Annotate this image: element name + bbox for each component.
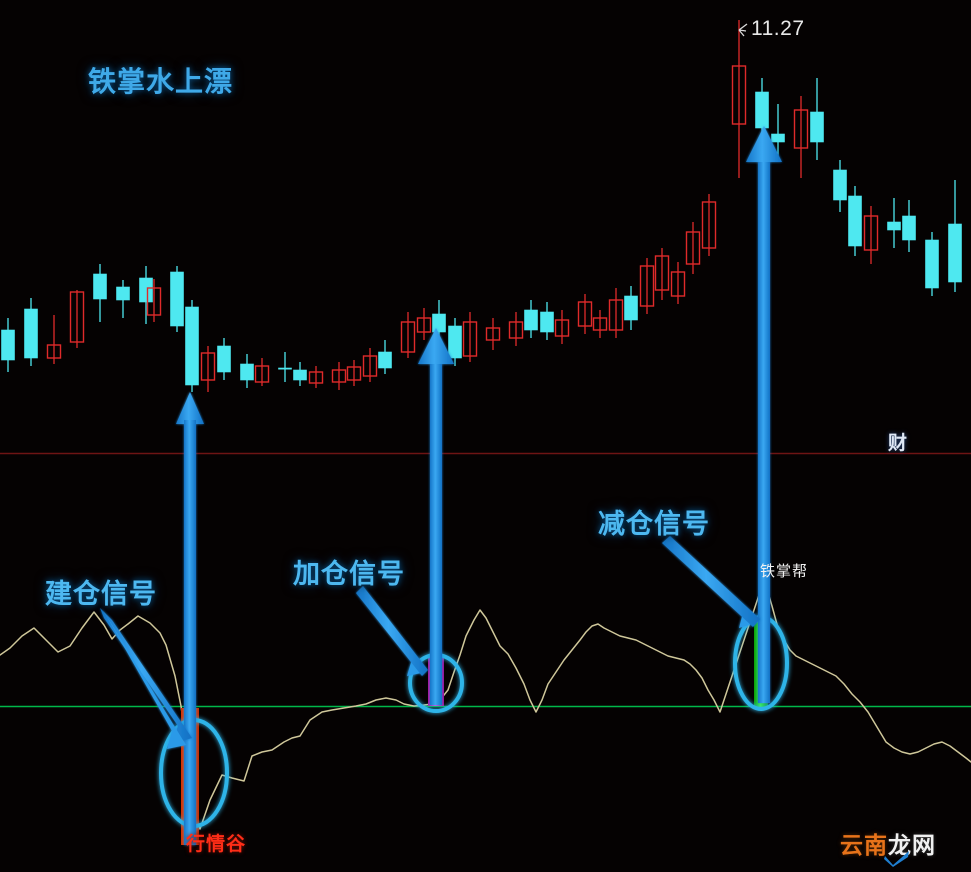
candle-body	[863, 215, 879, 251]
entry-arrow-top-head	[746, 126, 782, 162]
candle-body	[670, 271, 686, 297]
candle-body	[925, 239, 939, 289]
candle-body	[1, 329, 15, 361]
candle-body	[378, 351, 392, 369]
candle-body	[540, 311, 554, 333]
candle-body	[200, 352, 216, 381]
candle-body	[139, 277, 153, 303]
candle-body	[624, 295, 638, 321]
candle-body	[362, 355, 378, 377]
entry-arrow-top-shaft	[758, 158, 770, 703]
annotation-build-signal: 建仓信号	[45, 579, 157, 609]
candle-body	[554, 319, 570, 337]
candle-body	[793, 109, 809, 149]
candle-body	[577, 301, 593, 327]
candle-body	[485, 327, 501, 341]
candle-body	[217, 345, 231, 373]
candle-body	[46, 344, 62, 359]
brand-tag-label: 铁掌帮	[760, 563, 809, 580]
candle-body	[448, 325, 462, 359]
pointer-arrow-build-head	[103, 610, 186, 749]
candle-body	[69, 291, 85, 343]
candle-body	[771, 133, 785, 143]
entry-arrow-build-body	[184, 420, 196, 845]
cai-watermark-label: 财	[888, 433, 908, 454]
pointer-arrow-add-shaft	[356, 586, 428, 676]
entry-arrow-add-head	[418, 328, 454, 364]
candle-body	[462, 321, 478, 357]
entry-arrows	[176, 126, 782, 845]
site-watermark: 云南龙网	[840, 826, 936, 860]
candle-body	[400, 321, 416, 353]
annotation-add-signal: 加仓信号	[293, 559, 405, 589]
candle-body	[592, 317, 608, 331]
watermark-part1: 云南	[840, 832, 888, 858]
entry-arrow-add-shaft	[430, 360, 442, 705]
candle-body	[948, 223, 962, 283]
valley-signal-label: 行情谷	[186, 834, 247, 855]
price-pointer	[738, 23, 748, 37]
candle-body	[902, 215, 916, 241]
pointer-arrow-build	[100, 608, 192, 744]
candle-body	[308, 371, 324, 384]
candle-body	[887, 221, 901, 231]
candle-body	[731, 65, 747, 125]
candle-body	[432, 313, 446, 333]
candle-body	[93, 273, 107, 300]
candle-body	[810, 111, 824, 143]
candle-body	[293, 369, 307, 381]
candle-body	[524, 309, 538, 331]
candle-body	[685, 231, 701, 265]
watermark-part2: 龙网	[888, 832, 936, 858]
candle-body	[24, 308, 38, 359]
candle-body	[146, 287, 162, 316]
candle-body	[170, 271, 184, 327]
candle-body	[508, 321, 524, 339]
price-high-label: 11.27	[751, 17, 805, 40]
candle-body	[240, 363, 254, 381]
candle-body	[346, 366, 362, 381]
pointer-arrow-reduce-shaft	[662, 536, 760, 627]
candle-body	[848, 195, 862, 247]
candle-body	[278, 367, 292, 370]
annotation-pointers	[100, 536, 760, 749]
candle-body	[833, 169, 847, 201]
candle-body	[254, 365, 270, 383]
candle-body	[416, 317, 432, 333]
entry-arrow-build-head	[176, 392, 204, 424]
candle-body	[755, 91, 769, 129]
annotation-reduce-signal: 减仓信号	[598, 509, 710, 539]
candle-body	[701, 201, 717, 249]
candle-body	[185, 306, 199, 386]
candle-body	[116, 286, 130, 301]
candle-body	[639, 265, 655, 307]
candle-body	[608, 299, 624, 331]
watermark-check-icon	[884, 851, 909, 867]
candle-body	[654, 255, 670, 291]
candle-body	[331, 369, 347, 383]
chart-title: 铁掌水上漂	[88, 66, 234, 97]
